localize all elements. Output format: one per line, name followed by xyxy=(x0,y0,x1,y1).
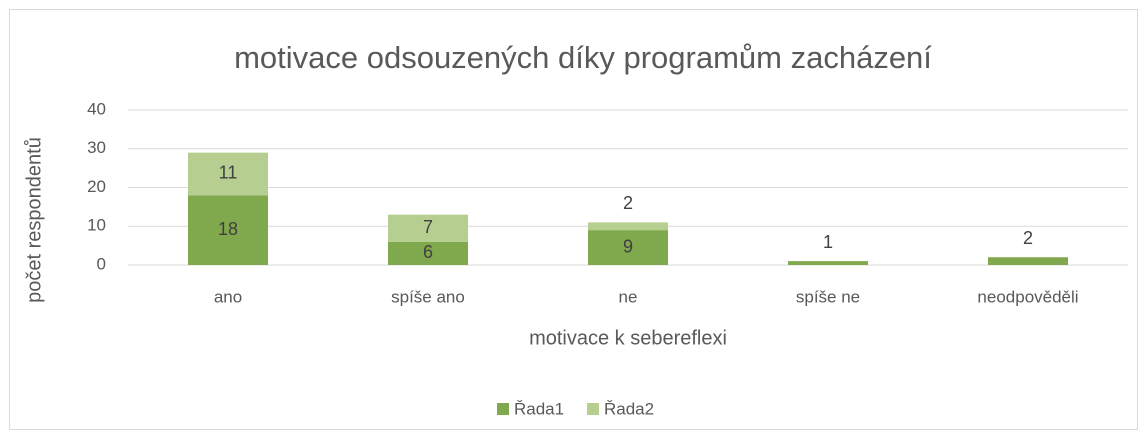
data-label: 2 xyxy=(1023,228,1033,248)
bar-segment xyxy=(588,230,668,265)
y-tick-label: 40 xyxy=(87,99,106,118)
data-label: 2 xyxy=(623,193,633,213)
bar-segment xyxy=(988,257,1068,265)
x-tick-label: neodpověděli xyxy=(977,287,1078,306)
x-axis-label: motivace k sebereflexi xyxy=(529,327,727,349)
y-tick-label: 10 xyxy=(87,216,106,235)
chart-title: motivace odsouzených díky programům zach… xyxy=(234,40,932,75)
bar-segment xyxy=(188,195,268,265)
data-label: 9 xyxy=(623,236,633,256)
data-label: 7 xyxy=(423,217,433,237)
y-tick-label: 30 xyxy=(87,138,106,157)
x-tick-label: spíše ne xyxy=(796,287,860,306)
data-label: 11 xyxy=(219,163,238,183)
bar-segment xyxy=(788,261,868,265)
legend-label: Řada2 xyxy=(604,399,654,418)
data-label: 6 xyxy=(423,242,433,262)
y-tick-label: 0 xyxy=(97,254,106,273)
data-label: 1 xyxy=(823,232,833,252)
data-label: 18 xyxy=(218,219,238,239)
bar-segment xyxy=(388,214,468,242)
y-tick-label: 20 xyxy=(87,177,106,196)
x-tick-label: ne xyxy=(619,287,638,306)
x-tick-label: ano xyxy=(214,287,242,306)
y-axis-label: počet respondentů xyxy=(23,137,45,303)
bar-segment xyxy=(388,241,468,265)
x-tick-label: spíše ano xyxy=(391,287,465,306)
bar-segment xyxy=(588,222,668,231)
legend-swatch xyxy=(497,403,509,415)
legend-swatch xyxy=(587,403,599,415)
bar-segment xyxy=(188,152,268,196)
legend-label: Řada1 xyxy=(514,399,564,418)
